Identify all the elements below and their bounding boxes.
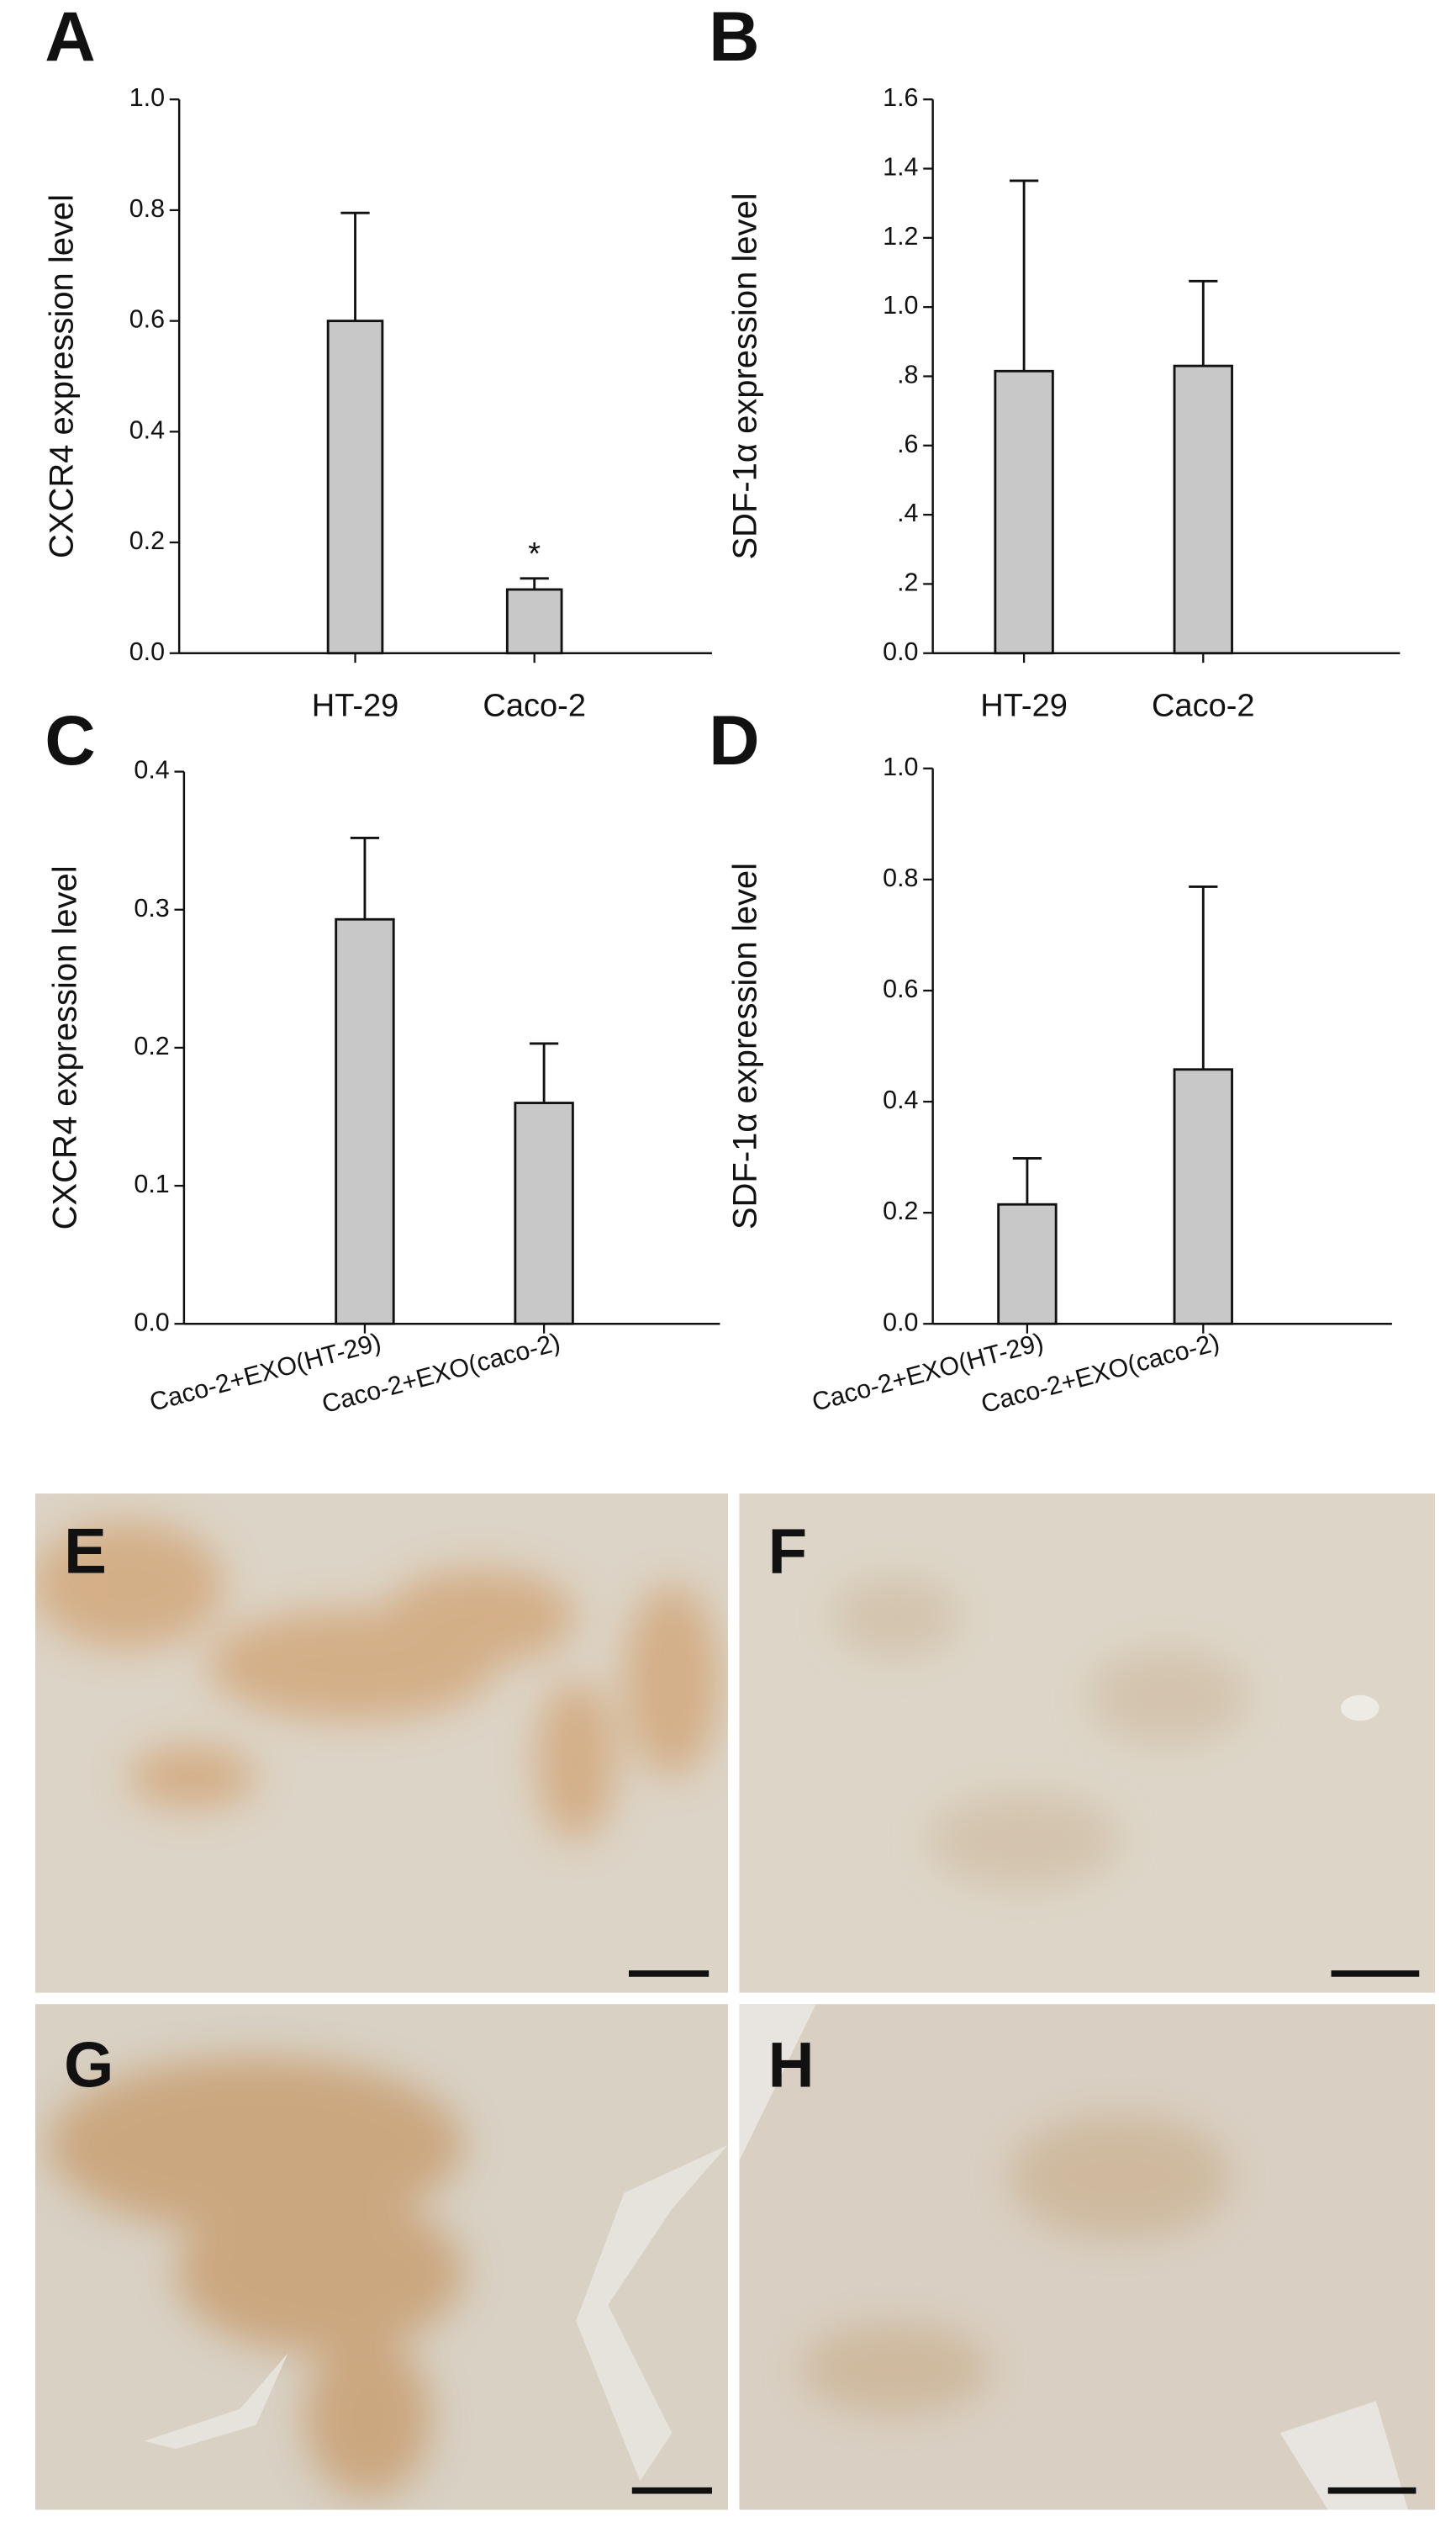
x-tick-label: HT-29 (980, 689, 1068, 724)
annotation: * (528, 537, 541, 572)
panel-label: C (45, 700, 95, 780)
y-tick-label: 1.0 (883, 753, 918, 781)
bar (505, 588, 563, 655)
y-tick-label: 0.6 (883, 975, 918, 1003)
bar (1173, 1068, 1233, 1325)
y-tick-label: 0.4 (883, 1086, 918, 1114)
x-tick-label: Caco-2 (1152, 689, 1255, 724)
y-tick-label: 0.0 (134, 1308, 169, 1336)
micrograph-h (739, 2004, 1436, 2510)
y-tick-label: 1.2 (883, 222, 918, 251)
y-tick-label: 0.0 (883, 637, 918, 666)
x-tick-label: Caco-2 (483, 689, 586, 724)
y-axis-title: SDF-1α expression level (726, 193, 763, 559)
bar (335, 917, 395, 1325)
x-tick-label: HT-29 (312, 689, 399, 724)
bar (997, 1203, 1058, 1325)
y-tick-label: .2 (897, 568, 918, 596)
micrograph-f (739, 1493, 1436, 1993)
y-tick-label: 0.4 (129, 415, 165, 444)
image-label: E (64, 1515, 107, 1587)
bar (326, 320, 384, 655)
panel-label: D (709, 700, 759, 780)
y-tick-label: .4 (897, 499, 918, 527)
y-tick-label: 0.8 (129, 194, 165, 223)
y-tick-label: 0.0 (883, 1308, 918, 1336)
panel-label: B (709, 0, 759, 76)
image-label: F (768, 1515, 808, 1587)
bar (994, 369, 1054, 655)
y-tick-label: 0.8 (883, 864, 918, 892)
y-tick-label: 1.6 (883, 83, 918, 112)
y-axis-title: CXCR4 expression level (47, 865, 84, 1229)
y-tick-label: 0.4 (134, 756, 169, 785)
micrograph-g (34, 2004, 728, 2510)
y-tick-label: 0.2 (134, 1032, 169, 1060)
panel-label: A (45, 0, 95, 76)
y-tick-label: 1.0 (883, 291, 918, 320)
bar (1173, 364, 1233, 655)
y-tick-label: 0.2 (129, 526, 165, 555)
y-tick-label: 0.6 (129, 305, 165, 334)
y-axis-title: CXCR4 expression level (44, 194, 81, 558)
y-tick-label: 0.3 (134, 894, 169, 923)
y-tick-label: 0.1 (134, 1170, 169, 1198)
image-label: G (64, 2029, 113, 2101)
bar (514, 1102, 574, 1325)
y-axis-title: SDF-1α expression level (726, 863, 763, 1229)
y-tick-label: .6 (897, 430, 918, 458)
micrograph-e (34, 1493, 728, 1993)
image-label: H (768, 2029, 815, 2101)
y-tick-label: 1.4 (883, 153, 918, 182)
y-tick-label: 1.0 (129, 83, 165, 112)
y-tick-label: .8 (897, 361, 918, 389)
y-tick-label: 0.2 (883, 1197, 918, 1225)
y-tick-label: 0.0 (129, 637, 165, 666)
